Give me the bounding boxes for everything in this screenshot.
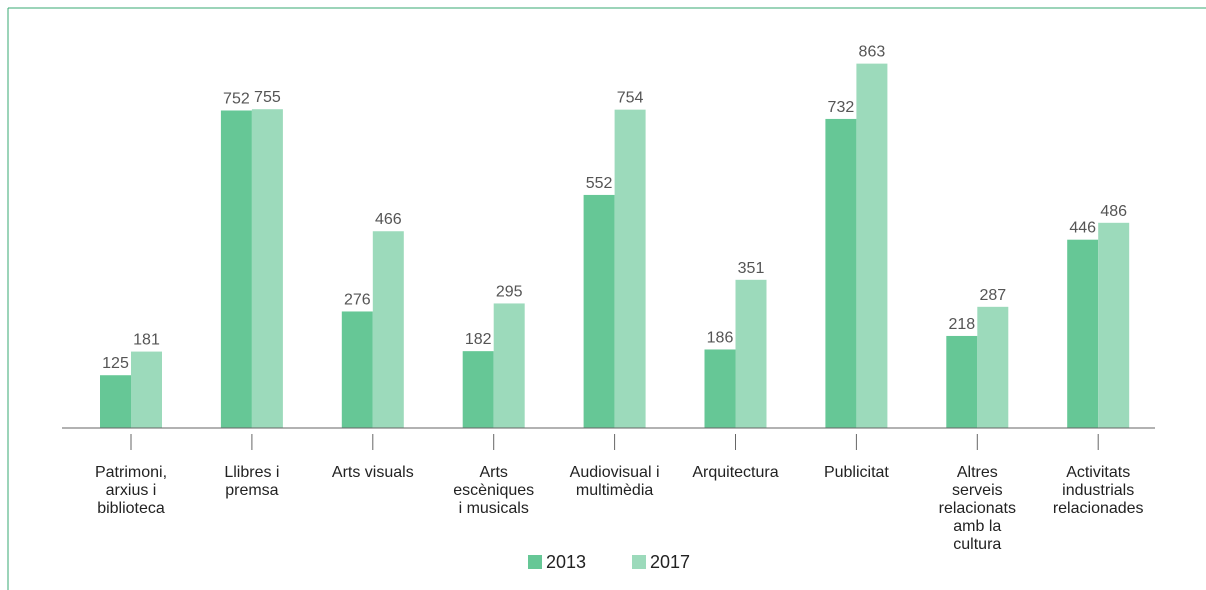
- value-label: 182: [465, 331, 492, 348]
- category-label-line: amb la: [953, 518, 1001, 535]
- bar: [583, 194, 615, 428]
- category-label-line: multimèdia: [576, 482, 653, 499]
- category-label: Publicitat: [824, 464, 889, 481]
- bar: [735, 279, 767, 428]
- value-label: 295: [496, 283, 523, 300]
- category-label: Arts escèniques i musicals: [453, 464, 534, 517]
- category-label-line: cultura: [953, 536, 1001, 553]
- category-label: Audiovisual i multimèdia: [570, 464, 660, 499]
- category-label: Activitats industrials relacionades: [1053, 464, 1144, 517]
- value-label: 186: [707, 329, 734, 346]
- bar: [977, 306, 1009, 428]
- category-label: Altres serveis relacionats amb la cultura: [939, 464, 1016, 553]
- category-label-line: Altres: [957, 464, 998, 481]
- bars-group: [100, 63, 1130, 429]
- category-label: Arts visuals: [332, 464, 414, 481]
- category-labels-group: Patrimoni, arxius i biblioteca Llibres i pre…: [95, 464, 1144, 553]
- category-label-line: arxius i: [106, 482, 157, 499]
- bar: [131, 351, 162, 428]
- bar: [856, 63, 888, 428]
- bar: [1098, 222, 1130, 428]
- bar: [704, 349, 736, 428]
- category-label-line: serveis: [952, 482, 1003, 499]
- category-label-line: relacionades: [1053, 500, 1144, 517]
- bar: [462, 351, 494, 428]
- category-label: Llibres i premsa: [224, 464, 279, 499]
- category-label-line: Llibres i: [224, 464, 279, 481]
- value-label: 125: [102, 355, 129, 372]
- category-label-line: Arquitectura: [692, 464, 778, 481]
- value-label: 732: [828, 99, 855, 116]
- bar: [220, 110, 252, 428]
- bar: [614, 109, 646, 429]
- category-label-line: biblioteca: [97, 500, 165, 517]
- value-label: 552: [586, 175, 613, 192]
- value-label: 351: [738, 260, 765, 277]
- category-label-line: i musicals: [459, 500, 529, 517]
- bar: [100, 375, 131, 428]
- value-label: 181: [133, 332, 160, 349]
- category-label: Arquitectura: [692, 464, 778, 481]
- bar: [341, 311, 373, 428]
- value-label: 486: [1100, 203, 1127, 220]
- legend-label-2013: 2013: [546, 552, 586, 572]
- legend-swatch-2013: [528, 555, 542, 569]
- bar: [251, 109, 283, 428]
- category-label-line: Publicitat: [824, 464, 889, 481]
- category-label-line: Activitats: [1066, 464, 1130, 481]
- category-label: Patrimoni, arxius i biblioteca: [95, 464, 167, 517]
- category-label-line: Arts: [479, 464, 507, 481]
- bar: [825, 118, 857, 428]
- bar: [493, 303, 525, 428]
- value-label: 446: [1069, 220, 1096, 237]
- category-label-line: premsa: [225, 482, 278, 499]
- category-label-line: Arts visuals: [332, 464, 414, 481]
- value-label: 287: [979, 287, 1006, 304]
- frame-lines: [7, 7, 1206, 590]
- category-label-line: relacionats: [939, 500, 1016, 517]
- category-label-line: industrials: [1062, 482, 1134, 499]
- legend-label-2017: 2017: [650, 552, 690, 572]
- bar: [372, 231, 404, 428]
- bar: [946, 335, 978, 428]
- value-label: 752: [223, 90, 250, 107]
- value-label: 218: [948, 316, 975, 333]
- value-label: 754: [617, 90, 644, 107]
- category-label-line: Patrimoni,: [95, 464, 167, 481]
- bar: [1067, 239, 1099, 428]
- legend: 2013 2017: [528, 552, 690, 572]
- value-label: 276: [344, 291, 371, 308]
- category-label-line: escèniques: [453, 482, 534, 499]
- category-label-line: Audiovisual i: [570, 464, 660, 481]
- value-label: 466: [375, 211, 402, 228]
- x-axis: [62, 427, 1155, 450]
- value-label: 755: [254, 89, 281, 106]
- value-label: 863: [859, 44, 886, 61]
- legend-swatch-2017: [632, 555, 646, 569]
